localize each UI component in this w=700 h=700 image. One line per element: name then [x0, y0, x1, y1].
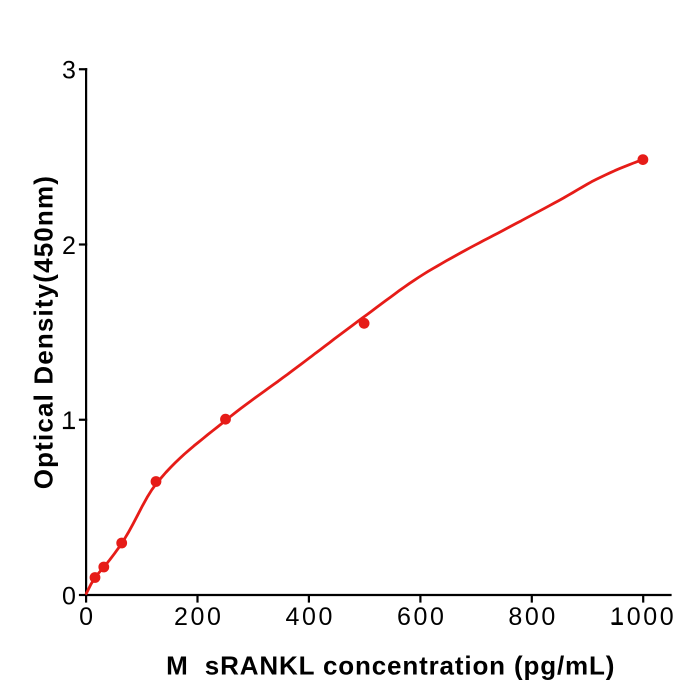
svg-text:0: 0: [79, 603, 93, 631]
svg-text:Optical Density(450nm): Optical Density(450nm): [29, 175, 59, 489]
svg-text:1000: 1000: [610, 603, 676, 631]
svg-text:M sRANKL concentration (pg/mL: M sRANKL concentration (pg/mL): [166, 651, 615, 681]
svg-text:1: 1: [62, 407, 76, 435]
svg-text:800: 800: [508, 603, 558, 631]
svg-text:2: 2: [62, 232, 76, 260]
svg-text:3: 3: [62, 57, 76, 85]
svg-text:0: 0: [62, 582, 76, 610]
svg-text:200: 200: [174, 603, 224, 631]
svg-text:400: 400: [285, 603, 335, 631]
svg-text:600: 600: [397, 603, 447, 631]
